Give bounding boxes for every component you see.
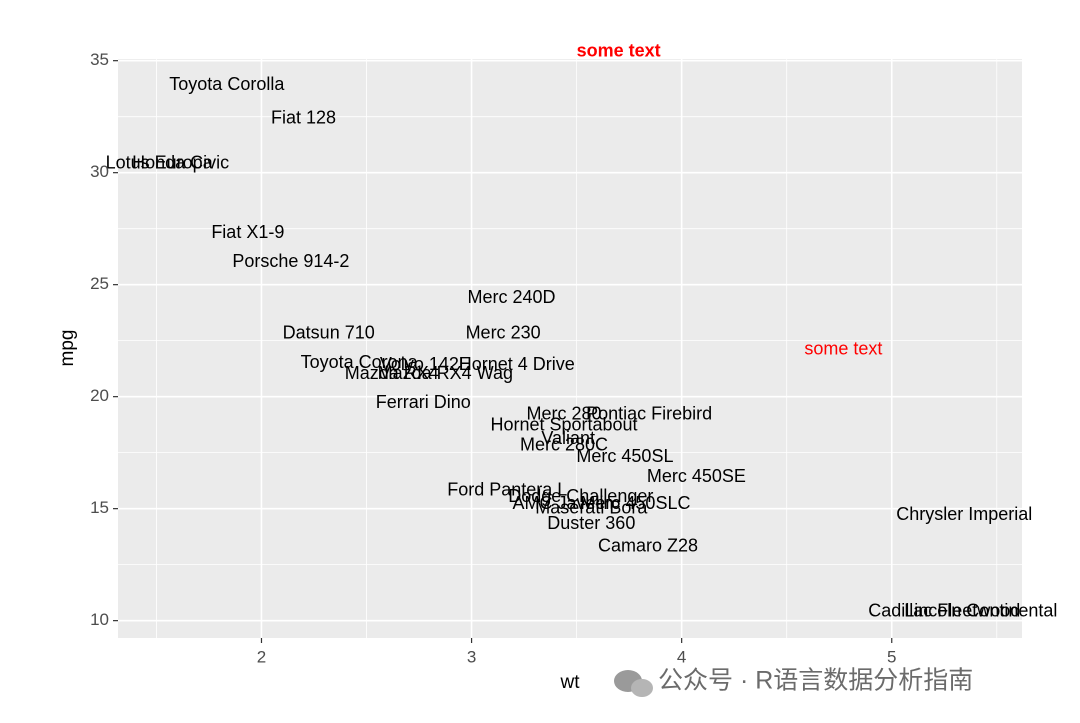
point-label: Merc 450SL: [576, 446, 673, 466]
x-axis-title: wt: [560, 672, 581, 693]
point-label: Honda Civic: [132, 152, 229, 172]
watermark-text: 公众号 · R语言数据分析指南: [658, 667, 973, 695]
annotation: some text: [577, 40, 661, 60]
watermark-icon: [631, 679, 653, 697]
point-label: Hornet Sportabout: [490, 415, 637, 435]
y-tick-label: 15: [90, 498, 109, 517]
point-label: Lincoln Continental: [904, 600, 1057, 620]
point-label: Merc 280C: [520, 435, 608, 455]
y-tick-label: 10: [90, 610, 109, 629]
y-axis-title: mpg: [57, 330, 78, 367]
point-label: Merc 450SLC: [580, 493, 690, 513]
point-label: Duster 360: [547, 513, 635, 533]
x-tick-label: 5: [887, 647, 896, 666]
point-label: Merc 230: [466, 323, 541, 343]
point-label: Fiat X1-9: [211, 222, 284, 242]
y-tick-label: 20: [90, 386, 109, 405]
point-label: Chrysler Imperial: [896, 504, 1032, 524]
point-label: Cadillac Fleetwood: [868, 600, 1020, 620]
watermark: 公众号 · R语言数据分析指南: [614, 667, 973, 697]
point-label: Dodge Challenger: [508, 486, 653, 506]
point-label: Ferrari Dino: [376, 392, 471, 412]
point-label: Fiat 128: [271, 108, 336, 128]
point-label: Volvo 142E: [380, 354, 471, 374]
point-label: Pontiac Firebird: [586, 403, 712, 423]
panel: [118, 59, 1022, 638]
point-label: Hornet 4 Drive: [459, 354, 575, 374]
point-label: Toyota Corona: [301, 352, 419, 372]
point-label: Valiant: [541, 428, 595, 448]
x-tick-label: 4: [677, 647, 686, 666]
point-label: Datsun 710: [283, 323, 375, 343]
x-tick-label: 3: [467, 647, 476, 666]
y-tick-label: 25: [90, 274, 109, 293]
annotation: some text: [804, 338, 882, 358]
point-label: AMC Javelin: [512, 493, 613, 513]
x-tick-label: 2: [257, 647, 266, 666]
point-label: Porsche 914-2: [232, 251, 349, 271]
point-label: Toyota Corolla: [169, 74, 285, 94]
point-label: Camaro Z28: [598, 535, 698, 555]
point-label: Merc 450SE: [647, 466, 746, 486]
y-tick-label: 30: [90, 162, 109, 181]
point-label: Lotus Europa: [106, 152, 214, 172]
point-label: Maserati Bora: [535, 497, 648, 517]
point-label: Mazda RX4 Wag: [378, 363, 513, 383]
point-label: Mazda RX4: [345, 363, 439, 383]
point-label: Merc 240D: [467, 287, 555, 307]
point-label: Ford Pantera L: [447, 479, 567, 499]
point-label: Merc 280: [526, 403, 601, 423]
y-tick-label: 35: [90, 50, 109, 69]
